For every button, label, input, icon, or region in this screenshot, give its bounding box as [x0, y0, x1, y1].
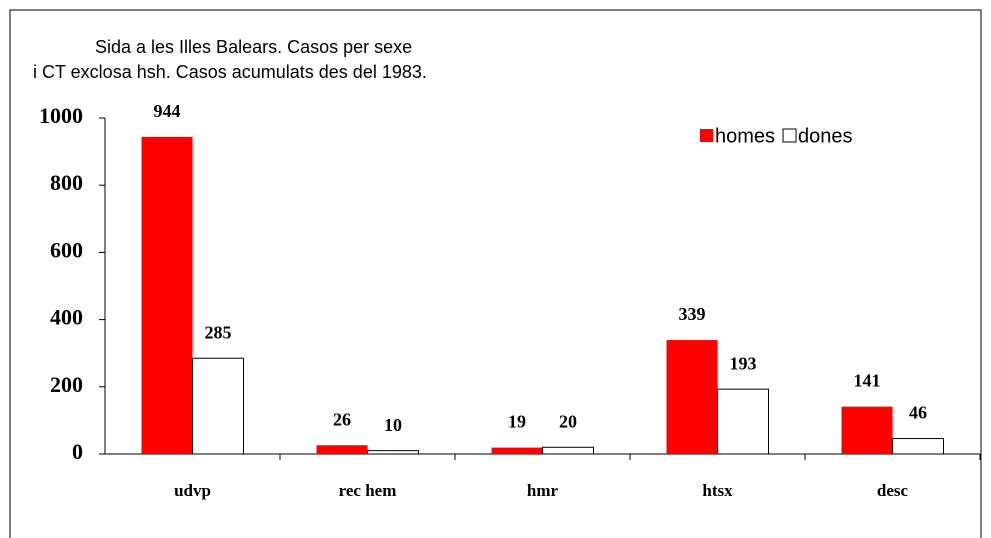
value-label: 19 — [508, 412, 526, 432]
bar — [141, 136, 193, 455]
bar — [717, 388, 769, 455]
value-label: 193 — [730, 353, 757, 373]
y-tick-label: 800 — [50, 170, 83, 195]
y-tick-label: 200 — [50, 372, 83, 397]
legend-swatch — [782, 128, 797, 143]
y-tick-label: 600 — [50, 237, 83, 262]
value-label: 20 — [559, 411, 577, 431]
legend-swatch — [700, 129, 713, 142]
x-tick-label: hmr — [527, 481, 559, 500]
bar — [892, 438, 944, 455]
chart-title: Sida a les Illes Balears. Casos per sexe — [95, 37, 412, 57]
bar — [841, 406, 893, 454]
y-tick-label: 1000 — [39, 103, 83, 128]
bar — [542, 446, 594, 455]
value-label: 944 — [154, 101, 181, 121]
bar — [367, 450, 419, 455]
x-tick-label: rec hem — [339, 481, 397, 500]
bar — [192, 357, 244, 455]
chart-subtitle: i CT exclosa hsh. Casos acumulats des de… — [33, 62, 427, 82]
value-label: 285 — [205, 322, 232, 342]
value-label: 46 — [909, 403, 927, 423]
value-label: 10 — [384, 415, 402, 435]
y-tick-label: 0 — [72, 439, 83, 464]
x-tick-label: htsx — [702, 481, 733, 500]
value-label: 339 — [679, 304, 706, 324]
value-label: 26 — [333, 409, 351, 429]
bar — [666, 340, 718, 454]
bar — [491, 447, 543, 454]
x-tick-label: udvp — [174, 481, 211, 500]
y-tick-label: 400 — [50, 305, 83, 330]
x-tick-label: desc — [877, 481, 909, 500]
value-label: 141 — [854, 371, 881, 391]
bar — [316, 445, 368, 454]
legend-label: homes — [715, 125, 775, 147]
legend-label: dones — [798, 125, 853, 147]
